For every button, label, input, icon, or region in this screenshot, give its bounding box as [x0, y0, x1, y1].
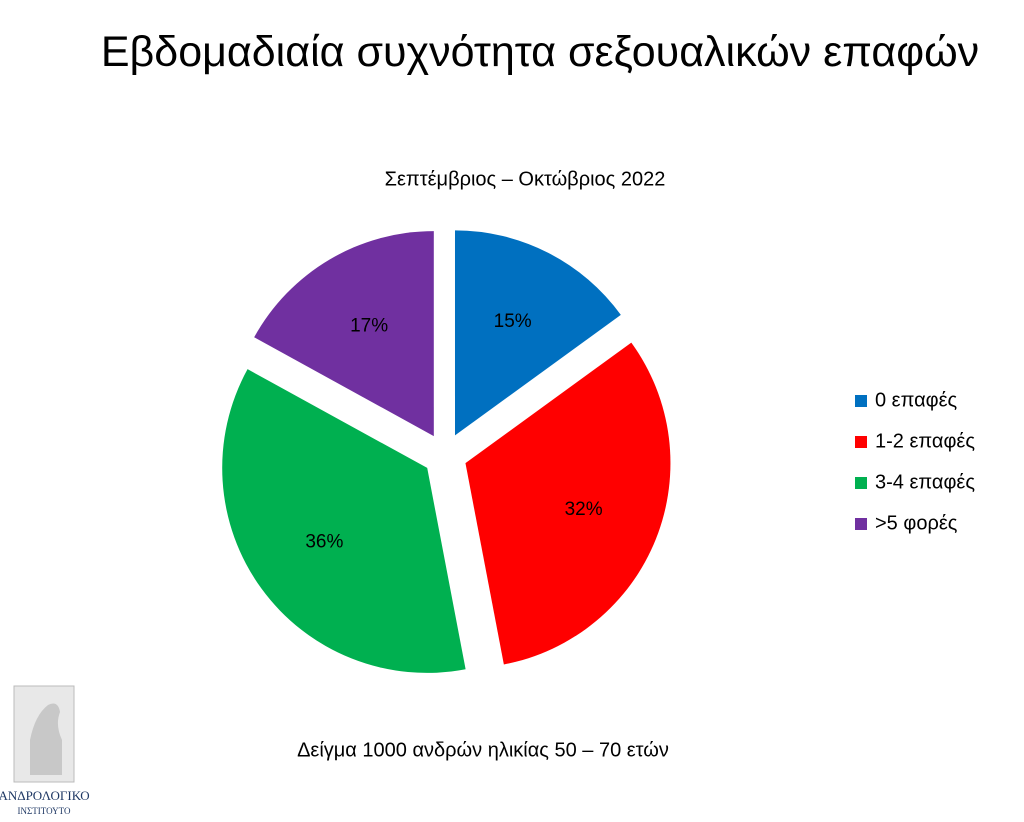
logo: ΑΝΔΡΟΛΟΓΙΚΟ ΙΝΣΤΙΤΟΥΤΟ — [0, 685, 90, 816]
legend-label: >5 φορές — [875, 512, 958, 534]
pie-slice — [465, 342, 671, 665]
legend-swatch — [855, 477, 867, 489]
chart-title: Εβδομαδιαία συχνότητα σεξουαλικών επαφών — [100, 28, 980, 76]
chart-subtitle: Σεπτέμβριος – Οκτώβριος 2022 — [385, 168, 666, 190]
pie-slice — [454, 230, 621, 436]
logo-text: ΑΝΔΡΟΛΟΓΙΚΟ — [0, 788, 90, 803]
legend-swatch — [855, 395, 867, 407]
data-label: 36% — [305, 532, 343, 553]
legend-label: 3-4 επαφές — [875, 471, 975, 493]
legend-label: 1-2 επαφές — [875, 430, 975, 452]
data-label: 32% — [565, 499, 603, 520]
logo-figure — [30, 703, 62, 775]
data-label: 17% — [350, 316, 388, 337]
legend-swatch — [855, 436, 867, 448]
note: Δείγμα 1000 ανδρών ηλικίας 50 – 70 ετών — [297, 739, 669, 761]
pie-slice — [254, 231, 434, 437]
legend-label: 0 επαφές — [875, 389, 958, 411]
data-label: 15% — [494, 311, 532, 332]
pie-slice — [222, 369, 466, 673]
logo-text: ΙΝΣΤΙΤΟΥΤΟ — [18, 806, 71, 816]
legend-swatch — [855, 518, 867, 530]
